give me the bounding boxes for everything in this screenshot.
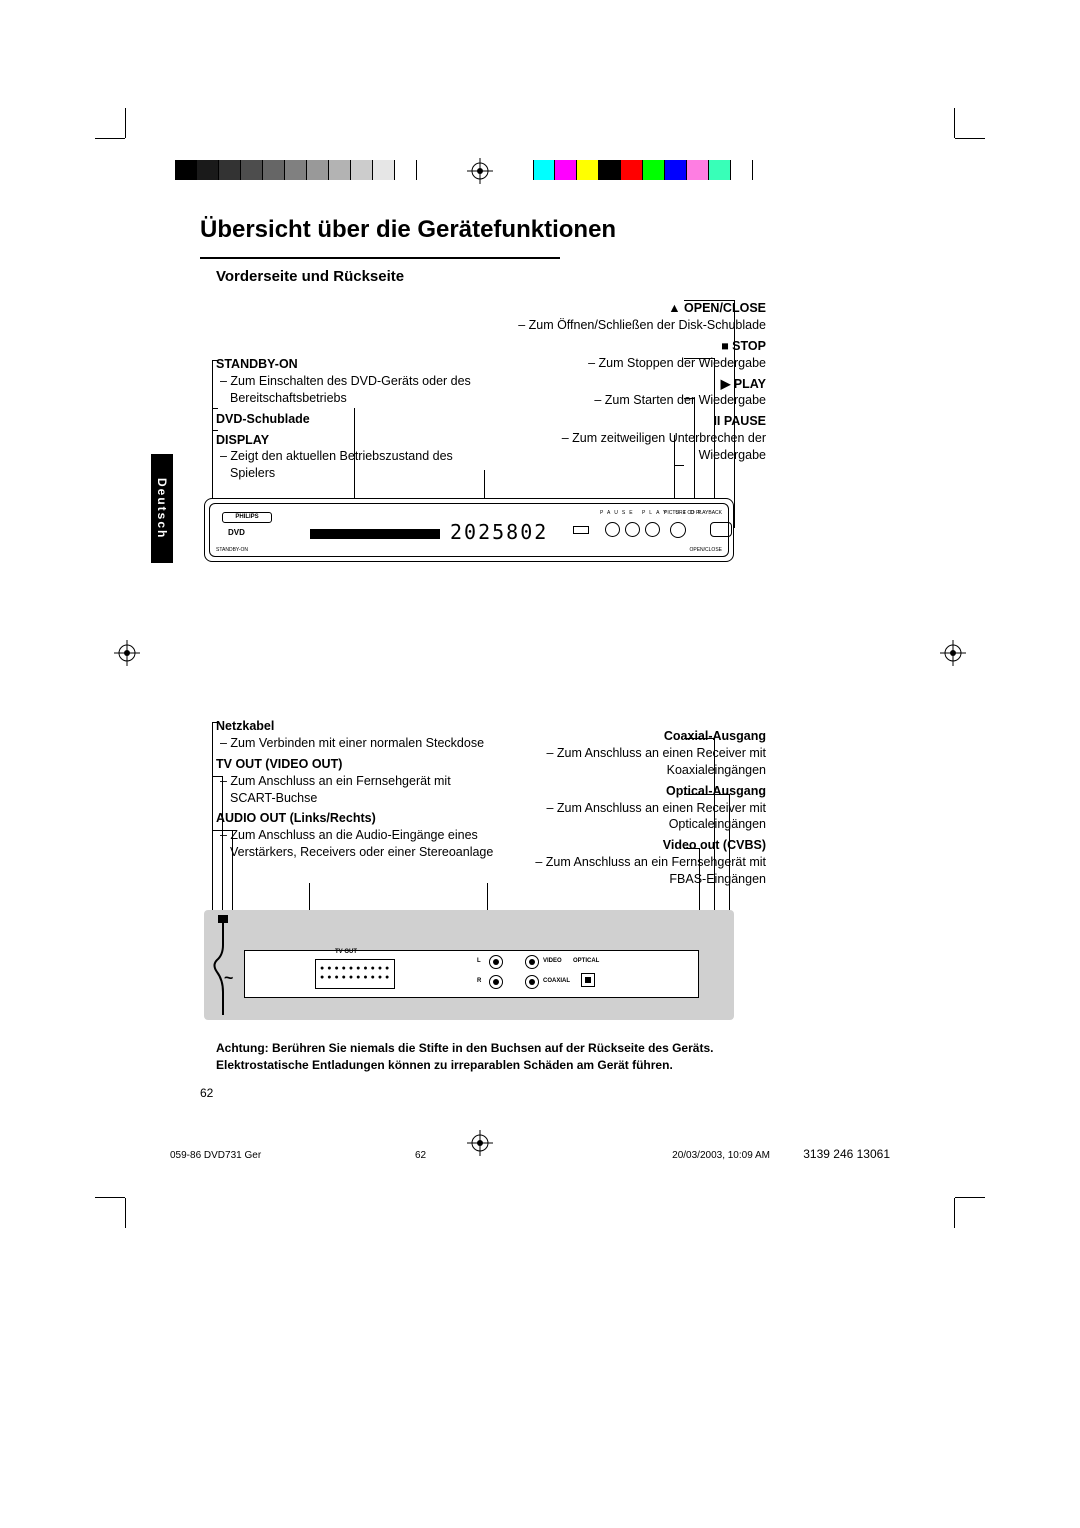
compact-disc-icon: [670, 522, 686, 538]
colorbar-swatch: [731, 160, 753, 180]
colorbar-swatch: [241, 160, 263, 180]
footer-page-number: 62: [415, 1150, 426, 1161]
disc-tray-icon: [310, 529, 440, 539]
colorbar-swatch: [533, 160, 555, 180]
picture-cd-label: PICTURE CD PLAYBACK: [664, 510, 722, 516]
crop-mark: [95, 108, 135, 148]
page-number: 62: [200, 1086, 213, 1100]
colorbar-swatch: [197, 160, 219, 180]
colorbar-swatch: [555, 160, 577, 180]
audio-left-jack-icon: [489, 955, 503, 969]
colorbar-swatch: [175, 160, 197, 180]
colorbar-swatch: [643, 160, 665, 180]
video-label: VIDEO: [543, 958, 562, 964]
dolby-icon: [573, 526, 589, 534]
colorbar-swatch: [577, 160, 599, 180]
dvd-back-panel-diagram: ~ TV OUT ●●●●●●●●●● ●●●●●●●●●● L R VIDEO…: [204, 910, 734, 1020]
registration-mark-icon: [940, 640, 966, 666]
colorbar-swatch: [219, 160, 241, 180]
language-tab: Deutsch: [151, 454, 173, 563]
colorbar-swatch: [307, 160, 329, 180]
footer-partcode: 3139 246 13061: [803, 1147, 890, 1161]
colorbar-swatch: [709, 160, 731, 180]
optical-jack-icon: [581, 973, 595, 987]
section-subtitle: Vorderseite und Rückseite: [216, 268, 404, 285]
coaxial-jack-icon: [525, 975, 539, 989]
page-title: Übersicht über die Gerätefunktionen: [200, 216, 616, 244]
title-rule: [200, 257, 560, 259]
registration-mark-icon: [467, 1130, 493, 1156]
footer-timestamp: 20/03/2003, 10:09 AM: [672, 1150, 770, 1161]
dvd-badge: DVD: [228, 528, 245, 537]
colorbar-swatch: [351, 160, 373, 180]
colorbar-swatch: [395, 160, 417, 180]
footer-filename: 059-86 DVD731 Ger: [170, 1150, 261, 1161]
optical-label: OPTICAL: [573, 958, 599, 964]
crop-mark: [945, 1188, 985, 1228]
dvd-front-panel-diagram: PHILIPS DVD 2025802 PAUSE PLAY STOP PICT…: [204, 498, 734, 562]
crop-mark: [95, 1188, 135, 1228]
lcd-display: 2025802: [450, 520, 548, 544]
right-channel-label: R: [477, 978, 481, 984]
stop-button-icon: [645, 522, 660, 537]
left-channel-label: L: [477, 958, 481, 964]
colorbar-swatch: [373, 160, 395, 180]
pause-button-icon: [605, 522, 620, 537]
colorbar-swatch: [599, 160, 621, 180]
play-button-icon: [625, 522, 640, 537]
colorbar-swatch: [329, 160, 351, 180]
standby-label: STANDBY-ON: [216, 547, 248, 553]
crop-mark: [945, 108, 985, 148]
colorbar-swatch: [621, 160, 643, 180]
colorbar-swatch: [687, 160, 709, 180]
tvout-label: TV OUT: [335, 949, 357, 955]
philips-logo: PHILIPS: [222, 512, 272, 523]
colorbar-swatch: [665, 160, 687, 180]
colorbar-swatch: [263, 160, 285, 180]
ac-tilde-icon: ~: [224, 970, 233, 988]
warning-text: Achtung: Berühren Sie niemals die Stifte…: [216, 1040, 736, 1074]
open-close-button-icon: [710, 522, 732, 537]
colorbar-swatch: [285, 160, 307, 180]
audio-right-jack-icon: [489, 975, 503, 989]
power-cord-icon: [212, 915, 234, 1015]
scart-connector-icon: ●●●●●●●●●● ●●●●●●●●●●: [315, 959, 395, 989]
open-close-label: OPEN/CLOSE: [689, 547, 722, 553]
coaxial-label: COAXIAL: [543, 978, 570, 984]
video-jack-icon: [525, 955, 539, 969]
registration-mark-icon: [114, 640, 140, 666]
color-calibration-bars: [0, 160, 1080, 196]
